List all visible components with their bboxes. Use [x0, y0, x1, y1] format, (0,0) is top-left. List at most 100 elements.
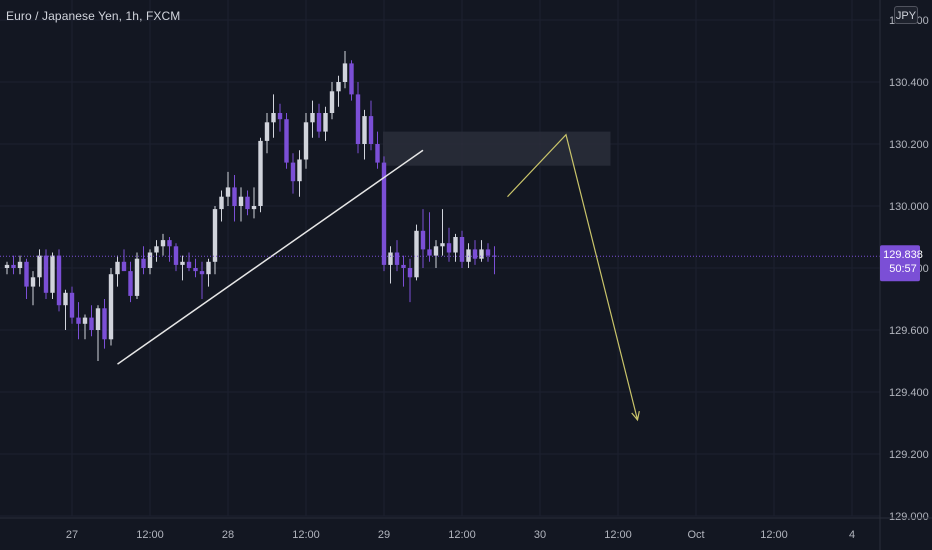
candle-body	[433, 246, 439, 256]
candle-body	[154, 246, 159, 253]
candle-body	[420, 230, 426, 250]
candle-body	[95, 308, 101, 330]
last-price-value: 129.838	[883, 249, 923, 261]
candle-body	[277, 113, 283, 120]
candle-body	[264, 122, 270, 141]
candle-body	[128, 271, 133, 296]
candle-body	[160, 240, 166, 247]
time-tick-label: 28	[222, 529, 234, 541]
candle-body	[30, 277, 36, 287]
candle-body	[76, 317, 81, 324]
candle-body	[284, 119, 289, 163]
price-tick-label: 130.200	[889, 139, 929, 151]
candle-body	[303, 122, 309, 160]
candle-body	[199, 271, 205, 275]
candle-body	[141, 258, 146, 268]
candle-body	[323, 113, 328, 132]
last-price-badge: 129.838 50:57	[880, 245, 923, 282]
candle-body	[37, 255, 42, 278]
candle-body	[219, 196, 224, 210]
candle-body	[121, 261, 127, 272]
candle-body	[4, 264, 10, 268]
time-axis[interactable]: 27 12:00 28 12:00 29 12:00 30 12:00 Oct 12:00 4	[0, 517, 932, 541]
candle-body	[17, 261, 23, 268]
time-tick-label: Oct	[687, 529, 704, 541]
price-tick-label: 129.600	[889, 325, 929, 337]
candle-body	[414, 230, 419, 278]
candle-body	[479, 249, 484, 259]
trend-line-layer	[117, 149, 424, 365]
candle-body	[43, 255, 49, 293]
supply-zone-rect	[383, 131, 611, 166]
candle-body	[375, 144, 380, 163]
candle-body	[271, 113, 276, 123]
candle-body	[89, 317, 94, 330]
candle-body	[173, 246, 179, 265]
candle-body	[316, 113, 322, 132]
candlestick-series	[4, 51, 497, 361]
projection-layer	[507, 133, 640, 422]
time-tick-label: 29	[378, 529, 390, 541]
last-price-badge-box	[880, 245, 920, 282]
price-tick-label: 130.000	[889, 201, 929, 213]
candle-body	[69, 292, 75, 318]
candle-body	[115, 261, 120, 275]
candle-body	[329, 91, 335, 113]
candle-body	[394, 252, 400, 265]
time-tick-label: 12:00	[292, 529, 320, 541]
price-tick-label: 129.000	[889, 511, 929, 523]
candle-body	[466, 249, 471, 262]
projection-path	[507, 133, 639, 421]
candle-body	[310, 113, 315, 123]
candle-body	[258, 140, 263, 206]
supply-zone-layer	[383, 131, 611, 166]
time-tick-label: 30	[534, 529, 546, 541]
candle-body	[401, 264, 406, 268]
candle-body	[342, 63, 348, 82]
candle-body	[349, 63, 354, 95]
candle-body	[355, 94, 361, 144]
candle-body	[167, 240, 172, 247]
symbol-title: Euro / Japanese Yen, 1h, FXCM	[6, 9, 181, 23]
candle-body	[362, 116, 367, 144]
candle-body	[180, 261, 185, 265]
candle-body	[11, 264, 16, 268]
candle-body	[440, 243, 445, 247]
candle-body	[368, 116, 374, 144]
candle-body	[238, 196, 244, 206]
candle-body	[193, 268, 198, 272]
candle-body	[82, 317, 88, 324]
time-tick-label: 27	[66, 529, 78, 541]
price-tick-label: 130.400	[889, 77, 929, 89]
candle-body	[206, 261, 211, 275]
candle-body	[232, 187, 237, 206]
candle-body	[56, 255, 62, 306]
candle-body	[108, 274, 114, 340]
candle-body	[472, 249, 478, 259]
candle-body	[225, 187, 231, 197]
candle-body	[446, 243, 452, 253]
candle-body	[492, 255, 497, 257]
candle-body	[251, 206, 257, 210]
candle-body	[50, 255, 55, 293]
candle-body	[381, 162, 387, 265]
candle-body	[212, 209, 218, 262]
candle-body	[388, 252, 393, 265]
time-tick-label: 12:00	[136, 529, 164, 541]
price-tick-label: 129.400	[889, 387, 929, 399]
candle-body	[297, 159, 302, 182]
trend-line	[117, 149, 424, 365]
currency-button[interactable]: JPY	[894, 6, 918, 24]
time-tick-label: 12:00	[448, 529, 476, 541]
candle-body	[186, 261, 192, 268]
candle-body	[147, 252, 153, 268]
price-tick-label: 129.200	[889, 449, 929, 461]
candle-body	[290, 162, 296, 182]
candle-body	[336, 82, 341, 92]
time-tick-label: 12:00	[760, 529, 788, 541]
candle-body	[453, 237, 458, 253]
candle-body	[427, 249, 432, 256]
candle-body	[459, 237, 465, 262]
